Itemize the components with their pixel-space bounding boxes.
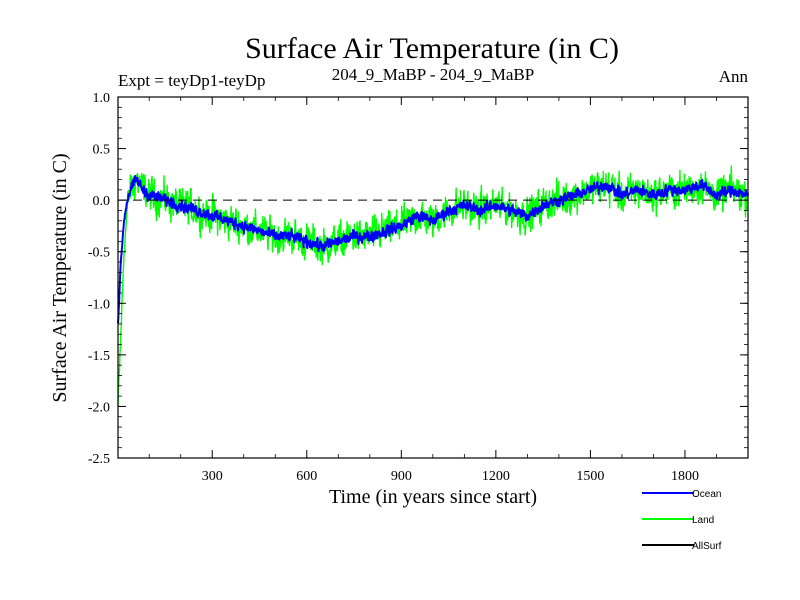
chart-title: Surface Air Temperature (in C) <box>245 32 619 65</box>
legend-label-allsurf: AllSurf <box>692 541 722 552</box>
plot-area <box>117 165 749 406</box>
legend-label-ocean: Ocean <box>692 489 721 500</box>
y-tick-label: -2.5 <box>88 452 110 467</box>
experiment-label: Expt = teyDp1-teyDp <box>118 71 265 90</box>
y-axis-label: Surface Air Temperature (in C) <box>49 153 71 402</box>
y-tick-label: -0.5 <box>88 246 110 261</box>
x-tick-label: 1800 <box>671 469 699 484</box>
legend-label-land: Land <box>692 515 714 526</box>
y-tick-label: -1.5 <box>88 349 110 364</box>
x-tick-label: 900 <box>391 469 412 484</box>
legend: Ocean Land AllSurf <box>642 489 722 552</box>
axes: 1.0 0.5 0.0 -0.5 -1.0 -1.5 -2.0 -2.5 300 600 900 12… <box>88 91 748 484</box>
y-tick-label: 1.0 <box>93 91 111 106</box>
x-tick-label: 1200 <box>482 469 510 484</box>
y-tick-label: -2.0 <box>88 400 110 415</box>
y-tick-label: 0.0 <box>93 194 111 209</box>
x-tick-label: 300 <box>202 469 223 484</box>
period-label: 204_9_MaBP - 204_9_MaBP <box>332 65 534 84</box>
x-axis-label: Time (in years since start) <box>329 486 537 508</box>
y-tick-label: -1.0 <box>88 297 110 312</box>
x-tick-label: 600 <box>296 469 317 484</box>
season-label: Ann <box>719 67 749 86</box>
plot-frame <box>117 96 749 459</box>
x-tick-label: 1500 <box>576 469 604 484</box>
series-line-ocean <box>117 174 749 324</box>
y-tick-label: 0.5 <box>93 143 111 158</box>
series-line-land <box>117 165 749 406</box>
